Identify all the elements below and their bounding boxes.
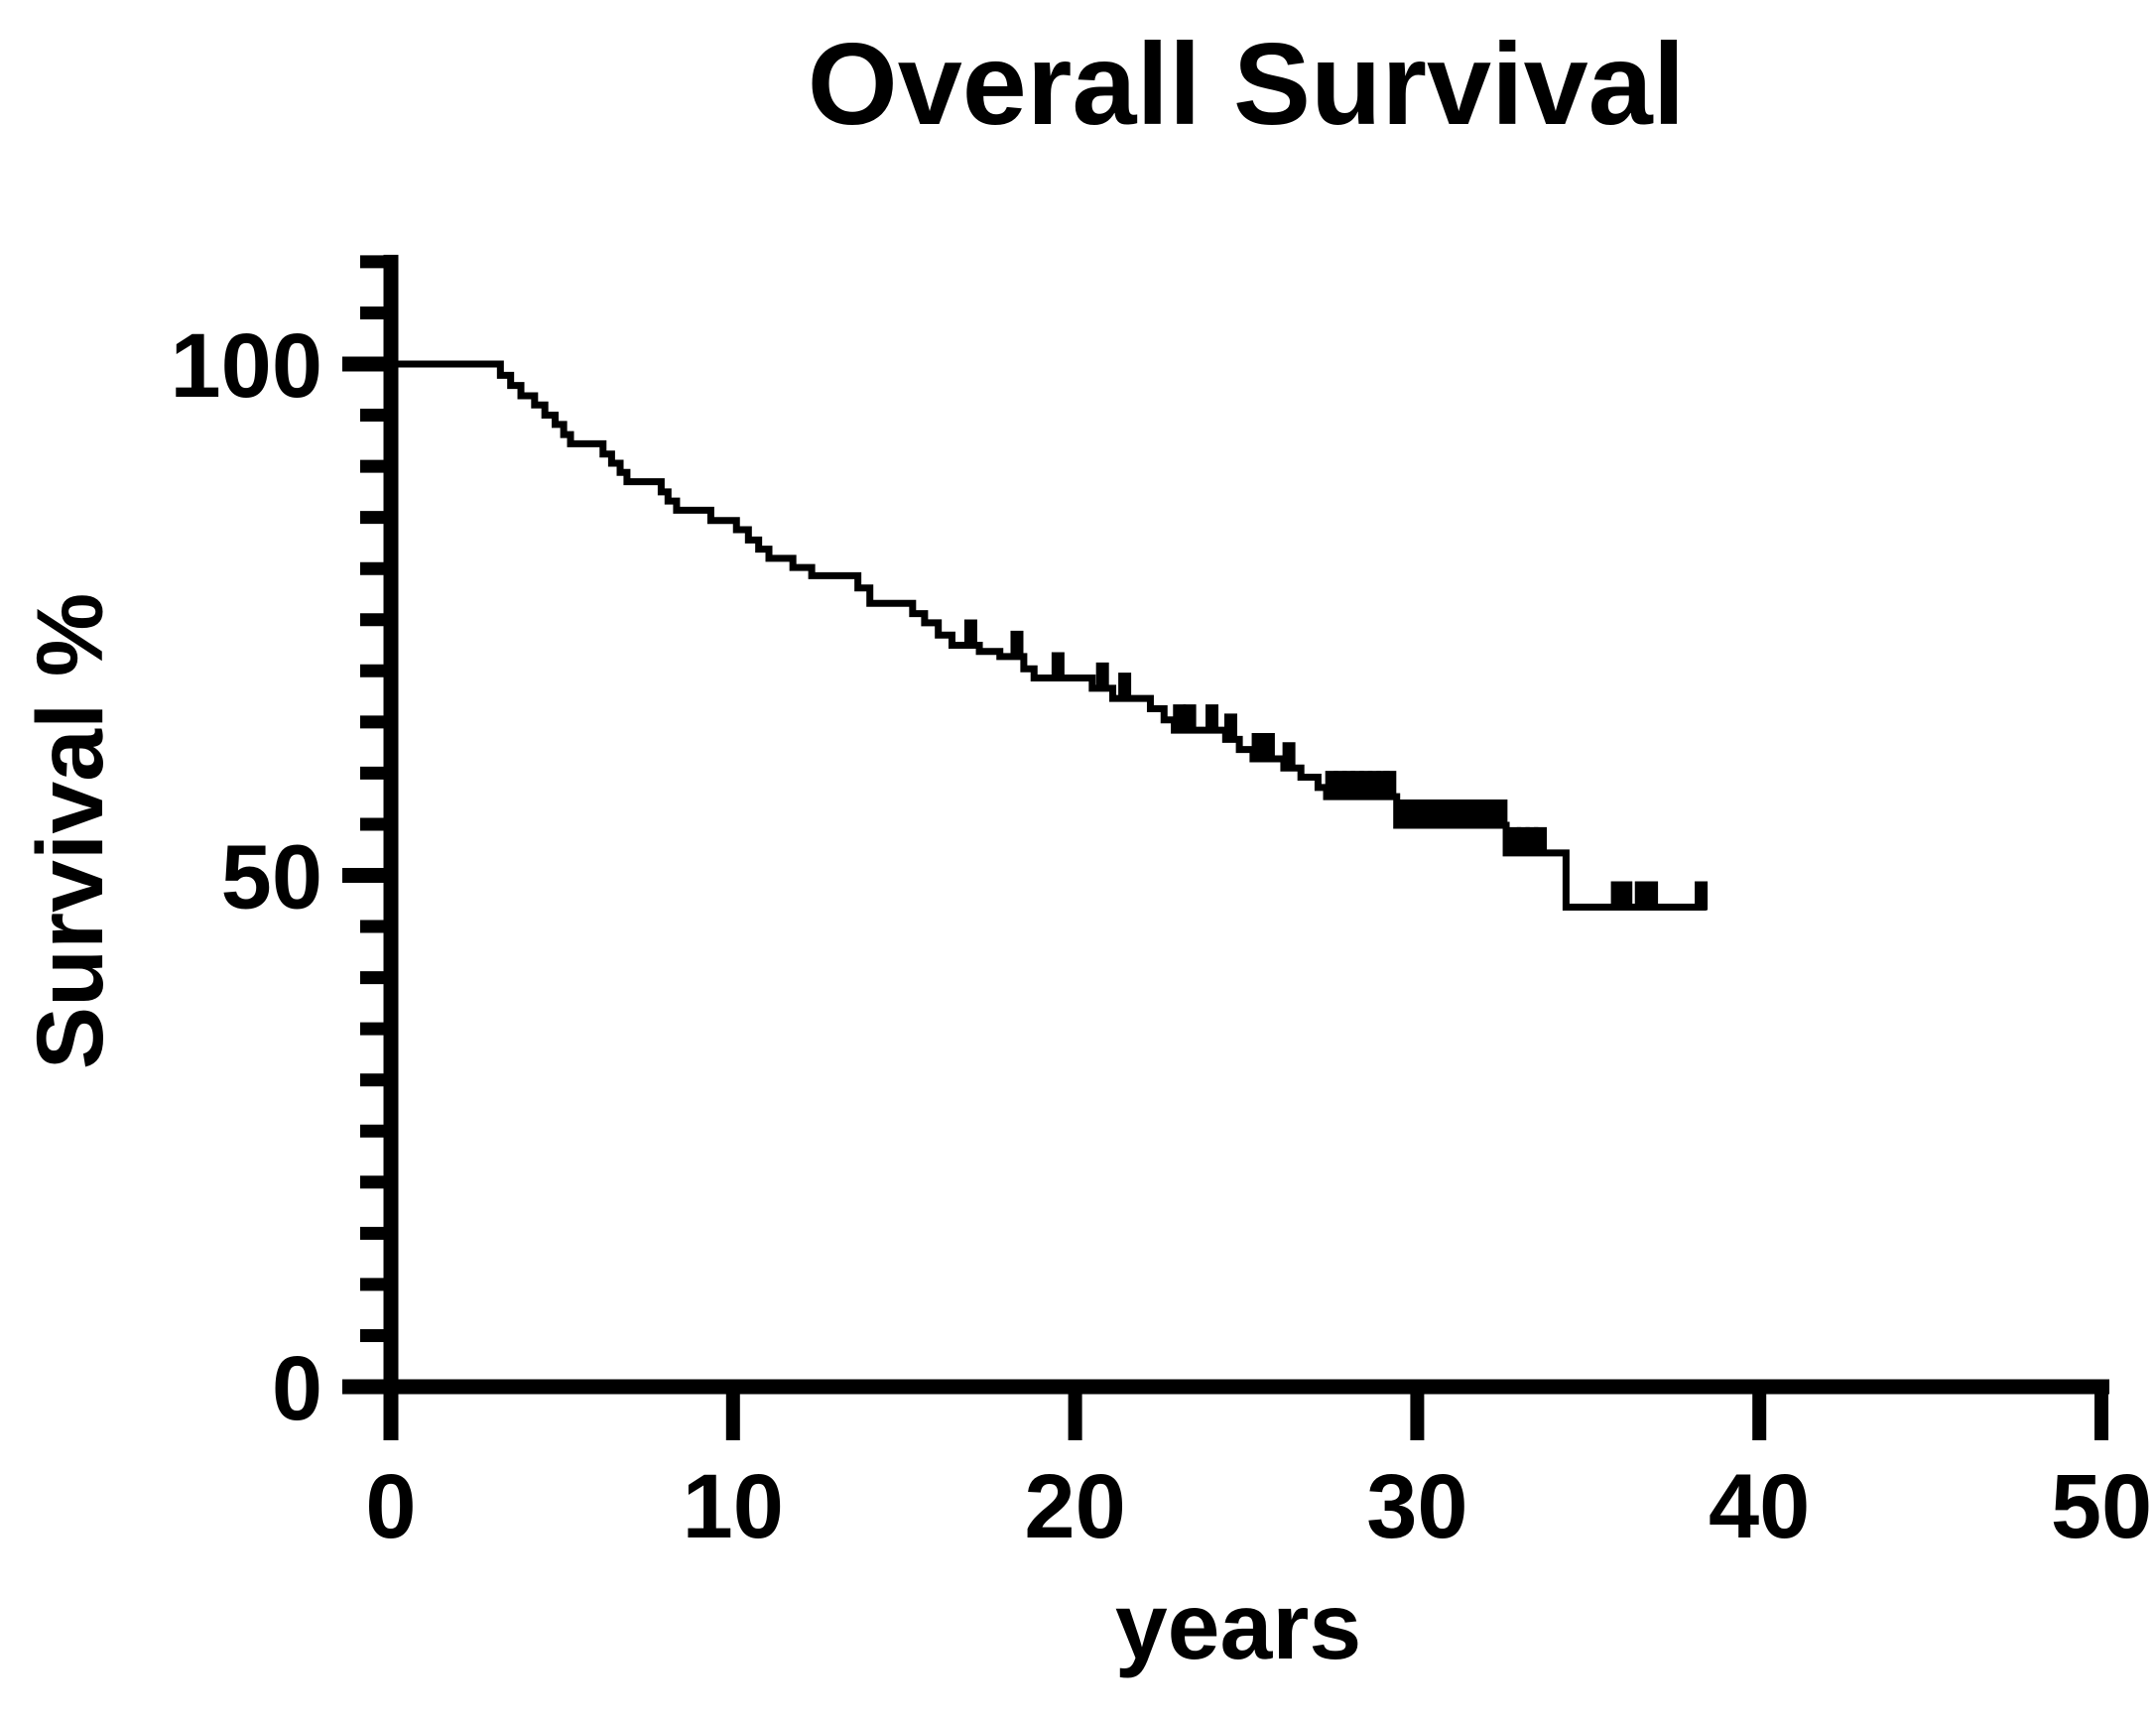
x-tick-label-20: 20 [1024,1456,1125,1557]
x-tick-label-40: 40 [1709,1456,1810,1557]
y-tick-label-0: 0 [272,1338,322,1439]
x-axis-ticks: 0 10 20 30 40 50 [365,1387,2152,1557]
y-axis-ticks: 0 50 100 [171,255,391,1439]
x-axis-label: years [1115,1574,1361,1679]
axes [383,254,2109,1440]
x-tick-label-30: 30 [1366,1456,1467,1557]
y-tick-label-100: 100 [171,315,323,417]
y-tick-label-50: 50 [221,827,322,928]
y-axis-label: Survival % [18,593,123,1070]
x-tick-label-10: 10 [683,1456,784,1557]
x-tick-label-50: 50 [2051,1456,2152,1557]
x-tick-label-0: 0 [365,1456,416,1557]
survival-curve [391,360,1707,911]
survival-curve-layer [391,360,1709,911]
chart-title: Overall Survival [808,19,1686,149]
